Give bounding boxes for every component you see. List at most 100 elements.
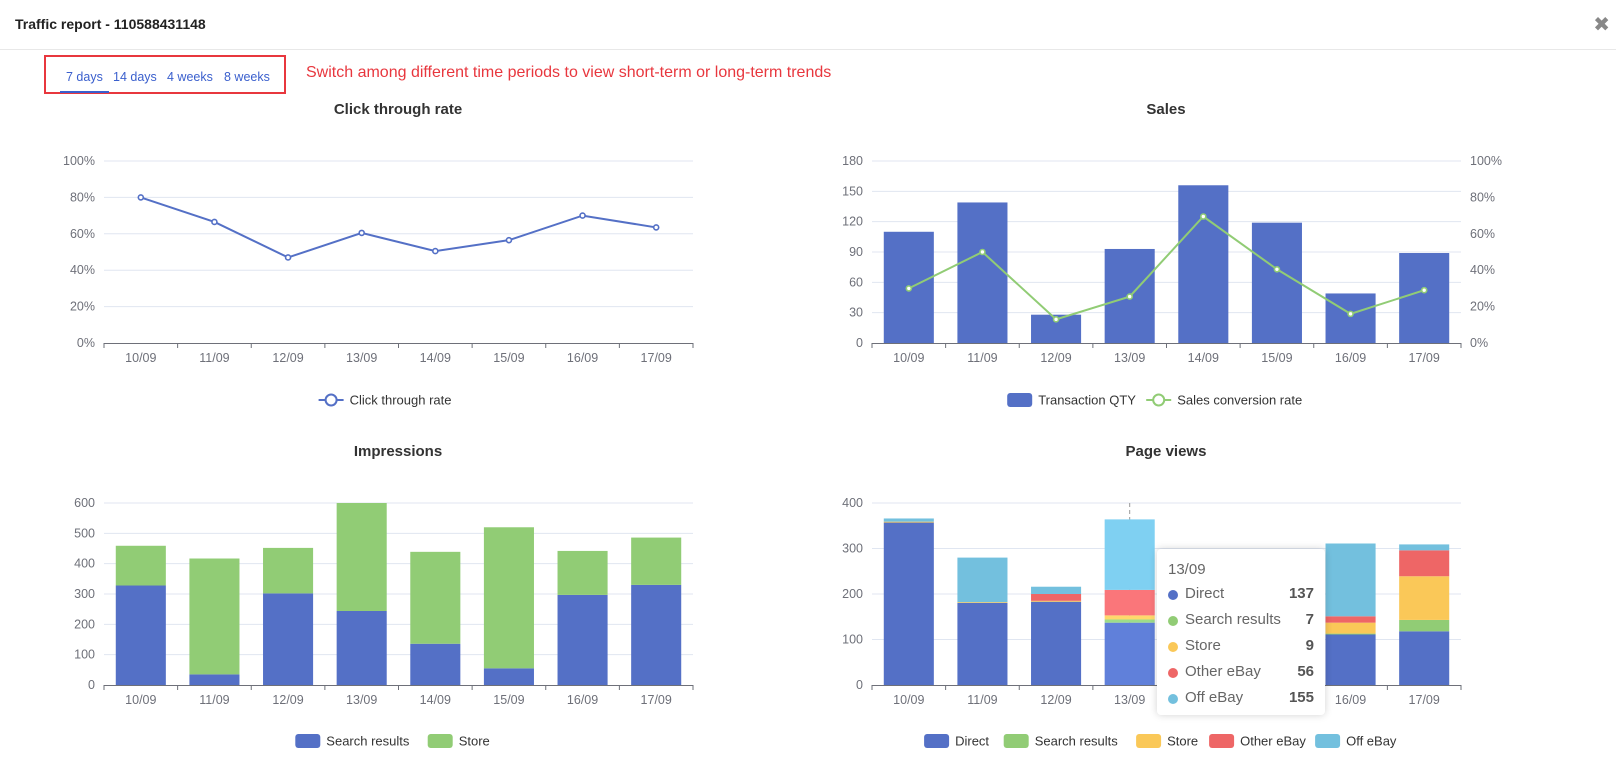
legend-label: Search results [326, 734, 410, 749]
data-point [652, 224, 660, 231]
legend-label: Transaction QTY [1038, 393, 1136, 408]
chart-title: Impressions [354, 443, 442, 460]
legend-swatch-icon [1315, 734, 1341, 748]
tooltip-title: 13/09 [1168, 561, 1206, 578]
bar-segment [189, 558, 240, 675]
legend-marker-icon [1152, 393, 1166, 407]
data-point [979, 248, 986, 256]
bar-segment [1325, 622, 1376, 634]
x-tick-label: 10/09 [125, 693, 156, 707]
tooltip-value: 9 [1305, 637, 1314, 654]
tooltip-value: 155 [1288, 689, 1314, 706]
y-tick-label: 20% [70, 300, 95, 314]
bar-segment [1031, 601, 1082, 685]
close-icon[interactable]: ✖ [1593, 14, 1610, 36]
series-line [140, 196, 657, 259]
tooltip-row: Direct 137 [1168, 585, 1314, 605]
direct-dot-icon [1168, 590, 1178, 600]
y-tick-label: 300 [842, 542, 863, 556]
series-line [908, 215, 1425, 321]
legend-label: Sales conversion rate [1177, 393, 1302, 408]
bar-segment [1325, 633, 1376, 635]
tooltip-value: 7 [1305, 611, 1314, 628]
x-tick-label: 15/09 [1261, 351, 1292, 365]
y-tick-label: 0% [77, 336, 95, 350]
x-tick-label: 15/09 [493, 351, 524, 365]
bar [1399, 253, 1450, 343]
bar-segment [1031, 586, 1082, 594]
legend-swatch-icon [1003, 734, 1029, 748]
y-tick-label: 0 [88, 678, 95, 692]
tab-4-weeks[interactable]: 4 weeks [167, 70, 213, 84]
bar-segment [1104, 619, 1155, 623]
data-point [137, 194, 145, 201]
y2-tick-label: 40% [1470, 263, 1495, 277]
data-point [358, 229, 365, 237]
x-tick-label: 12/09 [1040, 351, 1071, 365]
data-point [284, 254, 292, 261]
bar-segment [189, 674, 240, 685]
y-tick-label: 0 [856, 678, 863, 692]
x-tick-label: 17/09 [641, 351, 672, 365]
bar-segment [631, 584, 682, 685]
tooltip-row: Search results 7 [1168, 611, 1314, 631]
bar-segment [115, 545, 166, 586]
y-tick-label: 600 [74, 496, 95, 510]
y-tick-label: 100 [842, 633, 863, 647]
ctr-chart: Click through rate 0% 20% 40% 60% 80% 100% 10/0… [63, 101, 694, 408]
bar-segment [1325, 634, 1376, 685]
y-tick-label: 60% [70, 227, 95, 241]
legend-swatch-icon [1007, 393, 1033, 407]
data-point [432, 247, 439, 255]
tooltip-label: Off eBay [1185, 689, 1244, 706]
x-tick-label: 11/09 [199, 351, 229, 365]
data-point [579, 212, 586, 219]
y2-tick-label: 0% [1470, 336, 1488, 350]
tab-8-weeks[interactable]: 8 weeks [224, 70, 270, 84]
dialog-title: Traffic report - 110588431148 [15, 16, 206, 32]
tooltip-label: Direct [1185, 585, 1225, 602]
data-point [1273, 265, 1281, 273]
x-tick-label: 13/09 [346, 351, 377, 365]
bar [1178, 185, 1229, 343]
data-point [1200, 213, 1207, 220]
search-results-dot-icon [1168, 616, 1178, 626]
y2-tick-label: 100% [1470, 154, 1502, 168]
y2-tick-label: 20% [1470, 300, 1495, 314]
legend-label: Click through rate [350, 393, 452, 408]
y-tick-label: 400 [842, 496, 863, 510]
y-tick-label: 500 [74, 526, 95, 540]
tab-14-days[interactable]: 14 days [113, 70, 157, 84]
bar-segment [1399, 550, 1450, 577]
store-dot-icon [1168, 642, 1178, 652]
time-period-tabs: 7 days 14 days 4 weeks 8 weeks [44, 55, 286, 94]
x-tick-label: 16/09 [1335, 693, 1366, 707]
data-point [1126, 293, 1133, 300]
data-point [1347, 310, 1354, 318]
y2-tick-label: 80% [1470, 190, 1495, 204]
bar-segment [1399, 631, 1450, 685]
y-tick-label: 90 [849, 245, 863, 259]
bar-segment [883, 521, 934, 523]
legend-label: Off eBay [1346, 734, 1397, 749]
chart-tooltip: 13/09 Direct 137 Search results 7 Store … [1157, 549, 1325, 715]
bar-segment [410, 551, 461, 644]
bar-segment [1399, 619, 1450, 632]
bar-segment [483, 668, 534, 685]
bar [957, 202, 1008, 343]
x-tick-label: 13/09 [1114, 693, 1145, 707]
x-tick-label: 17/09 [1409, 693, 1440, 707]
x-tick-label: 17/09 [1409, 351, 1440, 365]
tooltip-label: Other eBay [1185, 663, 1261, 680]
x-tick-label: 13/09 [346, 693, 377, 707]
x-tick-label: 17/09 [641, 693, 672, 707]
x-tick-label: 13/09 [1114, 351, 1145, 365]
tooltip-value: 137 [1288, 585, 1314, 602]
tab-7-days[interactable]: 7 days [60, 70, 109, 93]
bar-segment [263, 593, 314, 685]
bar-segment [1399, 544, 1450, 551]
x-tick-label: 10/09 [893, 693, 924, 707]
bar-segment [631, 537, 682, 585]
tooltip-label: Store [1185, 637, 1221, 654]
y-tick-label: 100 [74, 648, 95, 662]
